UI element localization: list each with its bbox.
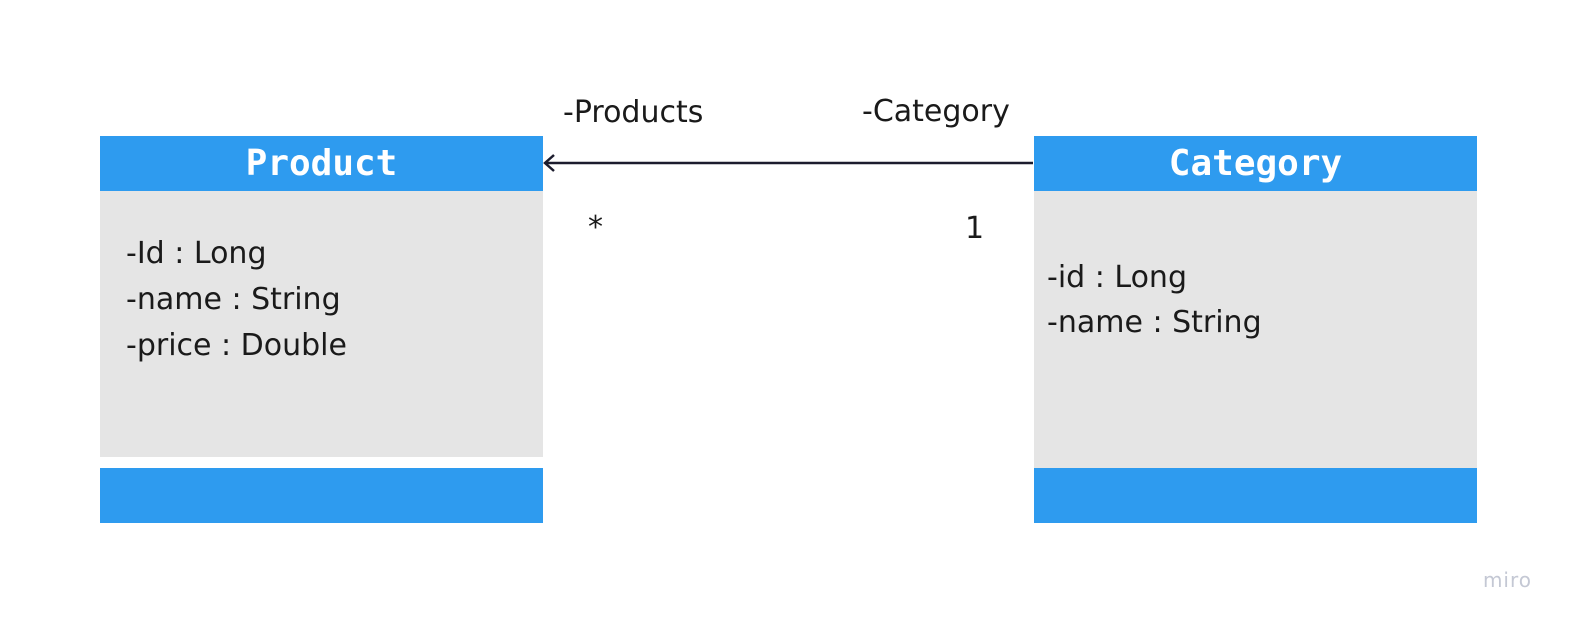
product-end-multiplicity: *: [588, 210, 603, 245]
category-end-multiplicity: 1: [965, 211, 985, 246]
miro-watermark: miro: [1482, 568, 1532, 592]
product-attr-price: -price : Double: [126, 328, 347, 363]
product-class-name: Product: [100, 136, 543, 191]
category-end-role-label: -Category: [862, 94, 1010, 129]
product-methods-section: [100, 468, 543, 523]
product-attributes-section: -Id : Long -name : String -price : Doubl…: [100, 191, 543, 457]
product-attr-id: -Id : Long: [126, 236, 267, 271]
category-attributes-section: -id : Long -name : String: [1034, 191, 1477, 468]
category-class-name: Category: [1034, 136, 1477, 191]
category-attr-id: -id : Long: [1047, 260, 1187, 295]
category-methods-section: [1034, 468, 1477, 523]
product-end-role-label: -Products: [563, 95, 704, 130]
category-attr-name: -name : String: [1047, 305, 1262, 340]
category-class[interactable]: Category -id : Long -name : String: [1034, 136, 1477, 523]
product-attr-name: -name : String: [126, 282, 341, 317]
navigability-arrowhead: [543, 154, 555, 172]
product-class[interactable]: Product -Id : Long -name : String -price…: [100, 136, 543, 523]
